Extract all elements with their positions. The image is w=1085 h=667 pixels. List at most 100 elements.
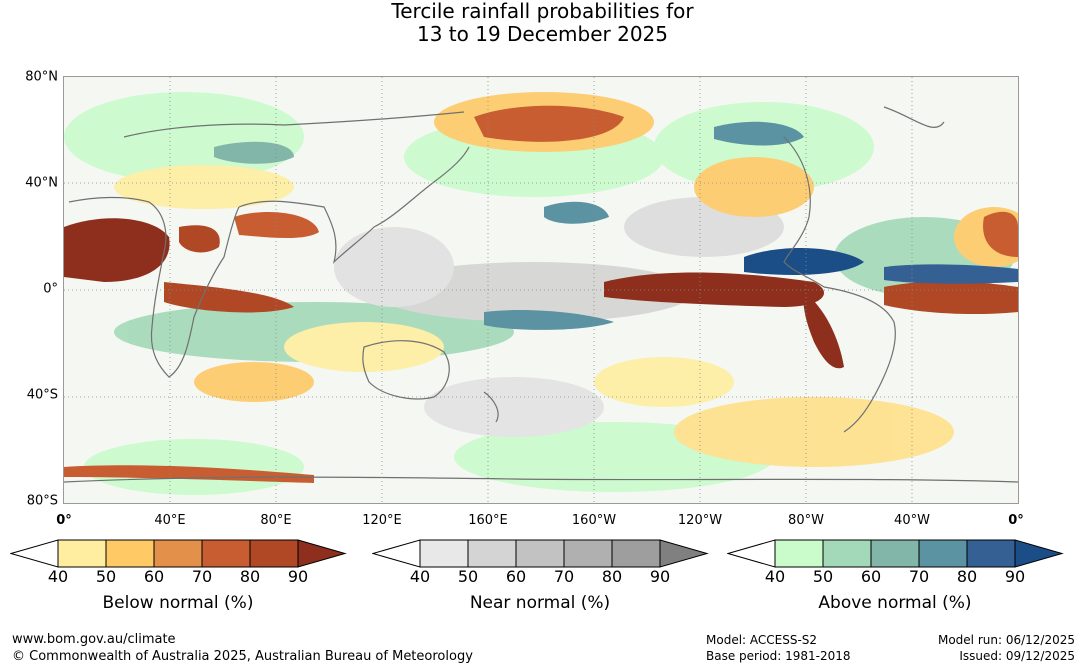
colorbar-segment bbox=[774, 539, 824, 568]
colorbar-segment bbox=[105, 539, 155, 568]
coast-north-america bbox=[783, 136, 825, 288]
colorbar-tick-label: 70 bbox=[908, 567, 930, 586]
footer-left: www.bom.gov.au/climate © Commonwealth of… bbox=[12, 631, 473, 665]
title-line-2: 13 to 19 December 2025 bbox=[416, 22, 668, 46]
field-near bbox=[334, 227, 454, 307]
field-near bbox=[424, 377, 604, 437]
colorbar-tick-label: 40 bbox=[409, 567, 431, 586]
wet-central-america bbox=[744, 247, 864, 275]
lat-label-40s: 40°S bbox=[26, 387, 58, 403]
footer-run-info: Model run: 06/12/2025 Issued: 09/12/2025 bbox=[938, 632, 1075, 664]
colorbar-tick-label: 50 bbox=[95, 567, 117, 586]
colorbar-max-arrow bbox=[1014, 539, 1064, 568]
field-below-light bbox=[594, 357, 734, 407]
dry-west-africa bbox=[64, 218, 170, 282]
footer-site-link[interactable]: www.bom.gov.au/climate bbox=[12, 632, 176, 647]
field-below-light bbox=[114, 165, 294, 209]
colorbar-segment bbox=[57, 539, 107, 568]
probability-fields bbox=[64, 92, 1018, 495]
colorbar-max-arrow bbox=[659, 539, 709, 568]
coast-north-eurasia bbox=[123, 111, 465, 138]
colorbar-tick-label: 90 bbox=[649, 567, 671, 586]
coast-greenland bbox=[883, 106, 945, 128]
colorbar-tick-label: 50 bbox=[457, 567, 479, 586]
strong-signals bbox=[64, 105, 1018, 483]
footer-model: Model: ACCESS-S2 bbox=[706, 633, 818, 647]
colorbar bbox=[372, 539, 709, 568]
legend-caption: Above normal (%) bbox=[818, 593, 972, 613]
dry-siberia bbox=[474, 105, 624, 142]
dry-atlantic bbox=[884, 281, 1018, 315]
field-below-light bbox=[674, 397, 954, 467]
colorbar-tick-label: 80 bbox=[601, 567, 623, 586]
footer-issued: Issued: 09/12/2025 bbox=[959, 649, 1075, 663]
wet-europe bbox=[214, 141, 294, 164]
dry-india bbox=[234, 212, 319, 239]
map-title: Tercile rainfall probabilities for 13 to… bbox=[0, 0, 1085, 46]
lon-label-80w: 80°W bbox=[788, 513, 824, 528]
colorbar-segment bbox=[870, 539, 920, 568]
wet-tropical-atlantic bbox=[884, 264, 1018, 284]
coastlines bbox=[64, 106, 1018, 483]
colorbar-segment bbox=[515, 539, 565, 568]
coast-south-america bbox=[823, 286, 896, 433]
colorbar-min-arrow bbox=[727, 539, 776, 568]
coast-africa bbox=[68, 196, 240, 378]
colorbar-segment bbox=[822, 539, 872, 568]
footer-model-info: Model: ACCESS-S2 Base period: 1981-2018 bbox=[706, 632, 851, 664]
lon-label-160w: 160°W bbox=[571, 513, 617, 528]
map-canvas bbox=[64, 77, 1018, 503]
lon-label-80e: 80°E bbox=[260, 513, 292, 528]
lon-label-120e: 120°E bbox=[362, 513, 402, 528]
colorbar-segment bbox=[467, 539, 517, 568]
wet-north-pacific bbox=[544, 201, 609, 224]
lat-label-80n: 80°N bbox=[25, 69, 58, 85]
colorbar-segment bbox=[563, 539, 613, 568]
footer-model-run: Model run: 06/12/2025 bbox=[937, 633, 1075, 647]
dry-south-america-coast bbox=[803, 292, 844, 369]
legend-caption: Below normal (%) bbox=[102, 593, 254, 613]
footer-base-period: Base period: 1981-2018 bbox=[706, 649, 851, 663]
lon-label-40w: 40°W bbox=[894, 513, 930, 528]
legend-below-normal: 40 50 60 70 80 90 Below normal (%) bbox=[10, 539, 350, 613]
colorbar-tick-label: 60 bbox=[860, 567, 882, 586]
legend-caption: Near normal (%) bbox=[469, 593, 611, 613]
colorbar-segment bbox=[611, 539, 661, 568]
colorbar bbox=[727, 539, 1064, 568]
lon-label-120w: 120°W bbox=[677, 513, 723, 528]
colorbar-segment bbox=[966, 539, 1016, 568]
colorbar-segment bbox=[419, 539, 469, 568]
lon-label-0-west: 0° bbox=[56, 513, 72, 528]
wet-south-pacific bbox=[484, 310, 614, 330]
dry-arabia bbox=[179, 225, 220, 253]
colorbar-tick-label: 40 bbox=[764, 567, 786, 586]
coast-australia bbox=[362, 340, 450, 400]
dry-east-atlantic bbox=[983, 211, 1018, 257]
colorbar-segment bbox=[918, 539, 968, 568]
coast-asia-south bbox=[238, 146, 470, 264]
legend-above-normal: 40 50 60 70 80 90 Above normal (%) bbox=[727, 539, 1067, 613]
lat-label-40n: 40°N bbox=[25, 175, 58, 191]
lon-label-40e: 40°E bbox=[154, 513, 186, 528]
colorbar-tick-label: 90 bbox=[1004, 567, 1026, 586]
colorbar-tick-label: 80 bbox=[956, 567, 978, 586]
coast-new-zealand bbox=[483, 391, 499, 423]
colorbar-tick-label: 70 bbox=[191, 567, 213, 586]
lat-label-80s: 80°S bbox=[26, 493, 58, 509]
lon-label-0-east: 0° bbox=[1008, 513, 1024, 528]
field-below-mid bbox=[194, 362, 314, 402]
legend-near-normal: 40 50 60 70 80 90 Near normal (%) bbox=[372, 539, 712, 613]
colorbar-tick-label: 50 bbox=[812, 567, 834, 586]
colorbar-tick-label: 60 bbox=[505, 567, 527, 586]
colorbar-min-arrow bbox=[372, 539, 421, 568]
colorbar-tick-label: 90 bbox=[287, 567, 309, 586]
field-below-mid bbox=[694, 157, 814, 217]
colorbar-segment bbox=[201, 539, 251, 568]
colorbar-segment bbox=[153, 539, 203, 568]
colorbar-min-arrow bbox=[10, 539, 59, 568]
graticule bbox=[64, 77, 1018, 503]
field-near bbox=[374, 262, 694, 322]
footer-copyright: © Commonwealth of Australia 2025, Austra… bbox=[12, 649, 473, 664]
colorbar-segment bbox=[249, 539, 299, 568]
colorbar-tick-label: 80 bbox=[239, 567, 261, 586]
